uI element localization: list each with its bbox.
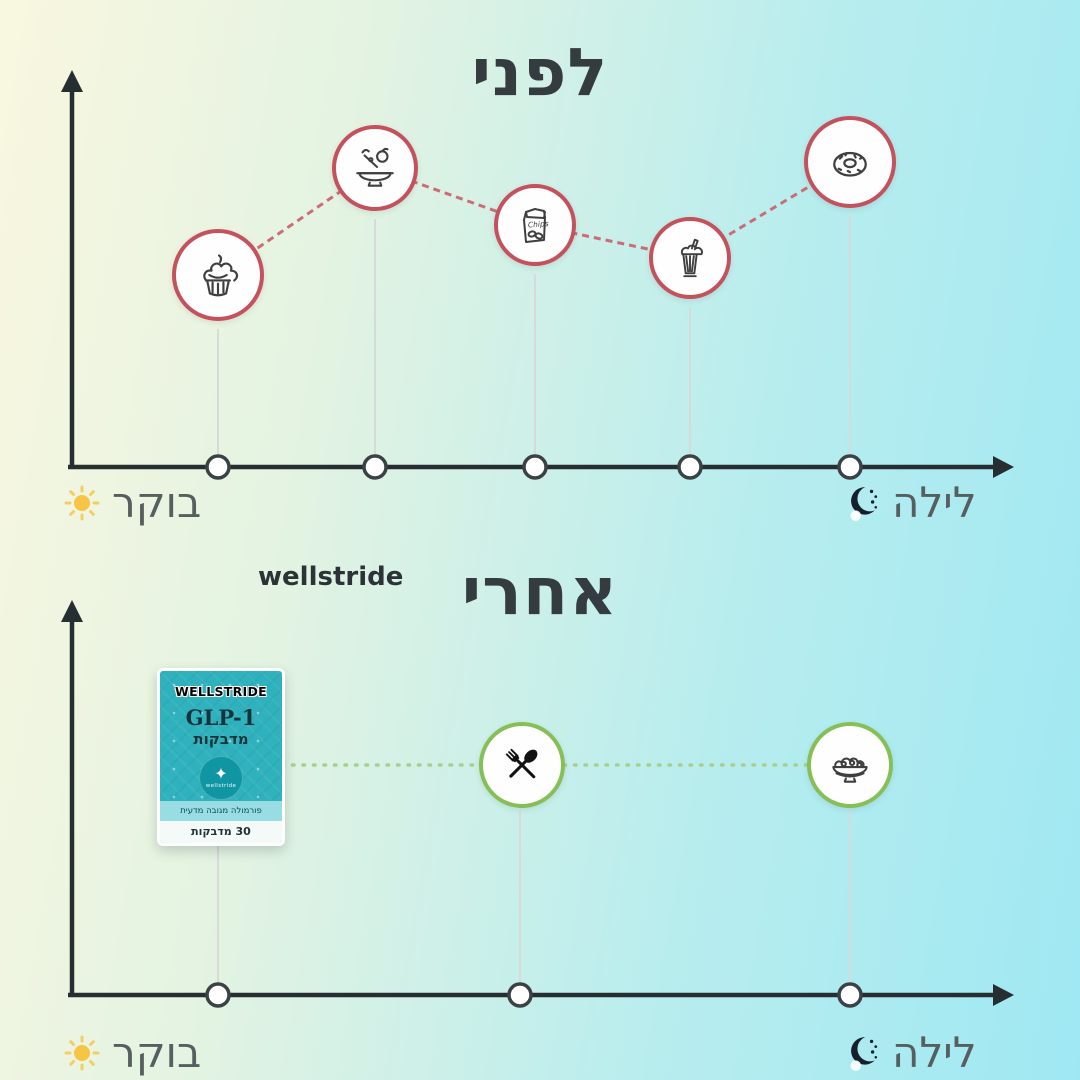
x-axis-arrow	[993, 456, 1014, 478]
morning-label: בוקר	[112, 478, 202, 527]
after-chart: אחרי wellstride WELLSTRIDE GLP-1	[0, 545, 1080, 1080]
moon-icon	[850, 1037, 878, 1071]
product-emblem: ✦ wellstride	[199, 756, 243, 800]
product-brand-logo: WELLSTRIDE	[175, 684, 267, 699]
before-point-salad-prep	[332, 125, 418, 211]
before-point-milkshake	[649, 217, 731, 299]
salad-prep-icon	[356, 147, 394, 187]
milkshake-icon	[680, 238, 703, 278]
product-count: 30 מדבקות	[160, 821, 282, 843]
cutlery-icon	[505, 748, 538, 779]
before-connector-line	[217, 160, 851, 277]
sparkle-icon: ✦	[214, 764, 228, 783]
donut-icon	[833, 151, 867, 177]
emblem-text: wellstride	[205, 783, 237, 789]
before-drop-lines	[217, 216, 851, 461]
after-axis-start-label: בוקר	[64, 1032, 201, 1074]
after-axes	[61, 600, 1014, 1008]
before-point-donut	[804, 116, 896, 208]
sun-icon	[64, 1035, 100, 1071]
morning-label: בוקר	[112, 1028, 202, 1077]
before-point-cupcake	[172, 229, 264, 321]
x-axis-arrow	[993, 984, 1014, 1006]
after-point-salad	[807, 722, 893, 808]
after-axis-end-label: לילה	[842, 1032, 977, 1074]
moon-icon	[850, 487, 878, 521]
before-axes	[61, 70, 1014, 480]
salad-bowl-icon	[832, 757, 868, 783]
night-label: לילה	[892, 478, 977, 527]
chips-icon: Chips	[523, 208, 549, 243]
before-chart: לפני	[61, 34, 1014, 524]
after-point-meal	[479, 722, 565, 808]
before-axis-start-label: בוקר	[64, 482, 201, 524]
product-tagline: פורמולה מגובה מדעית	[160, 801, 282, 821]
y-axis-arrow	[61, 70, 83, 92]
after-axis-markers	[205, 982, 863, 1008]
before-axis-markers	[205, 454, 863, 480]
before-point-chips: Chips	[494, 184, 576, 266]
wellstride-brand-text: wellstride	[258, 562, 404, 592]
y-axis-arrow	[61, 600, 83, 622]
after-title: אחרי	[461, 553, 619, 630]
cupcake-icon	[203, 254, 239, 297]
product-name: GLP-1	[185, 705, 257, 730]
glp1-product-box: WELLSTRIDE GLP-1 מדבקות ✦ wellstride פור…	[157, 668, 285, 846]
before-axis-end-label: לילה	[842, 482, 977, 524]
before-title: לפני	[471, 34, 609, 111]
night-label: לילה	[892, 1028, 977, 1077]
after-drop-lines	[217, 811, 851, 989]
chips-bag-label: Chips	[528, 219, 549, 229]
product-type: מדבקות	[193, 730, 249, 748]
sun-icon	[64, 485, 100, 521]
